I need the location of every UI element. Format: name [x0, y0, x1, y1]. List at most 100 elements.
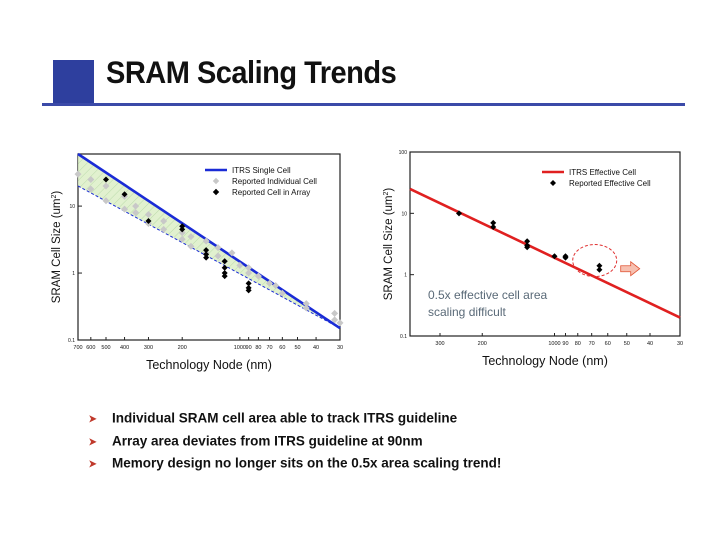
- individual-cell-point: [236, 261, 244, 269]
- array-cell-point: [203, 254, 210, 261]
- effective-cell-point: [490, 219, 497, 226]
- individual-cell-point: [214, 244, 222, 252]
- individual-cell-point: [272, 282, 280, 290]
- y-tick-label: 0.1: [68, 338, 75, 344]
- individual-cell-point: [87, 175, 95, 183]
- x-tick-label: 70: [266, 345, 272, 351]
- y-tick-label: 100: [399, 150, 408, 156]
- individual-cell-point: [187, 233, 195, 241]
- effective-cell-point: [596, 266, 603, 273]
- legend-label: ITRS Effective Cell: [569, 168, 636, 177]
- chart-sram-cell-size: 0.1 1 10 700 600 500 400 300 200 1000 90 80 70 60 50 40…: [40, 142, 358, 382]
- x-tick-label: 300: [435, 341, 444, 347]
- legend-label: Reported Effective Cell: [569, 179, 651, 188]
- effective-cell-point: [455, 210, 462, 217]
- itrs-effective-cell-line: [409, 187, 681, 319]
- x-tick-label: 50: [294, 345, 300, 351]
- array-cell-point: [245, 287, 252, 294]
- legend-effective-swatch: [550, 180, 556, 186]
- array-cell-point: [221, 264, 228, 271]
- bullet-arrow-icon: ➤: [88, 458, 98, 471]
- x-tick-label: 70: [589, 341, 595, 347]
- array-cell-point: [121, 191, 128, 198]
- x-tick-label: 50: [624, 341, 630, 347]
- y-tick-label: 1: [404, 273, 407, 279]
- y-axis-label: SRAM Cell Size (um2): [51, 191, 63, 304]
- effective-cell-point: [524, 244, 531, 251]
- individual-cell-point: [302, 300, 310, 308]
- y-tick-label: 10: [69, 204, 75, 210]
- array-cell-point: [203, 251, 210, 258]
- x-axis-label: Technology Node (nm): [146, 358, 272, 372]
- individual-cell-point: [336, 319, 344, 327]
- array-cell-point: [203, 247, 210, 254]
- array-cell-point: [179, 226, 186, 233]
- bullet-item: ➤ Array area deviates from ITRS guideline…: [88, 432, 423, 449]
- x-tick-label: 600: [86, 345, 95, 351]
- x-tick-label: 1000: [548, 341, 560, 347]
- y-tick-label: 10: [401, 211, 407, 217]
- effective-cell-point: [524, 238, 531, 245]
- individual-cell-point: [87, 185, 95, 193]
- effective-cell-point: [551, 253, 558, 260]
- legend-label: ITRS Single Cell: [232, 166, 291, 175]
- x-axis-label: Technology Node (nm): [482, 354, 608, 368]
- x-tick-label: 60: [279, 345, 285, 351]
- effective-cell-point: [562, 253, 569, 260]
- array-cell-point: [145, 217, 152, 224]
- plot-frame: [409, 151, 681, 337]
- x-tick-label: 700: [73, 345, 82, 351]
- array-cell-point: [179, 223, 186, 230]
- individual-cell-point: [144, 210, 152, 218]
- x-tick-label: 30: [337, 345, 343, 351]
- individual-cell-point: [266, 279, 274, 287]
- title-accent-block: [53, 60, 94, 103]
- individual-cell-point: [202, 237, 210, 245]
- individual-cell-point: [245, 264, 253, 272]
- annotation-text: 0.5x effective cell area: [428, 288, 548, 302]
- x-tick-label: 40: [647, 341, 653, 347]
- individual-cell-point: [214, 252, 222, 260]
- bullet-item: ➤ Individual SRAM cell area able to track…: [88, 410, 458, 426]
- array-cell-point: [221, 258, 228, 265]
- individual-cell-point: [102, 197, 110, 205]
- array-cell-point: [102, 176, 109, 183]
- individual-cell-point: [178, 229, 186, 237]
- highlight-circle: [572, 244, 618, 278]
- array-cell-point: [221, 270, 228, 277]
- bullet-arrow-icon: ➤: [88, 413, 98, 426]
- title-divider: [42, 103, 685, 106]
- individual-cell-point: [102, 182, 110, 190]
- individual-cell-point: [278, 289, 286, 297]
- array-cell-point: [245, 280, 252, 287]
- bullet-item: ➤ Memory design no longer sits on the 0.5…: [88, 455, 502, 471]
- bullet-arrow-icon: ➤: [88, 435, 98, 449]
- effective-cell-point: [490, 223, 497, 230]
- individual-cell-point: [187, 242, 195, 250]
- individual-cell-point: [331, 316, 339, 324]
- y-tick-label: 0.1: [400, 334, 407, 340]
- individual-cell-point: [245, 269, 253, 277]
- x-tick-label: 30: [677, 341, 683, 347]
- bullet-list: ➤ Individual SRAM cell area able to track…: [88, 410, 501, 478]
- x-tick-label: 200: [178, 345, 187, 351]
- legend-label: Reported Cell in Array: [232, 188, 310, 197]
- effective-cell-point: [596, 262, 603, 269]
- x-tick-label: 300: [144, 345, 153, 351]
- annotation-text: scaling difficult: [428, 305, 506, 319]
- x-tick-label: 80: [255, 345, 261, 351]
- x-tick-label: 500: [101, 345, 110, 351]
- individual-cell-point: [302, 304, 310, 312]
- x-tick-label: 200: [478, 341, 487, 347]
- chart-effective-cell-size: 0.1 1 10 100 300 200 1000 90 80 70 60 50 40 30 Technol…: [372, 142, 687, 382]
- individual-cell-point: [74, 170, 82, 178]
- individual-cell-point: [132, 209, 140, 217]
- individual-cell-point: [132, 202, 140, 210]
- x-tick-label: 400: [120, 345, 129, 351]
- x-tick-label: 60: [605, 341, 611, 347]
- array-cell-point: [221, 273, 228, 280]
- individual-cell-point: [121, 205, 129, 213]
- individual-cell-point: [331, 309, 339, 317]
- individual-cell-point: [228, 249, 236, 257]
- legend-individual-swatch: [212, 177, 220, 185]
